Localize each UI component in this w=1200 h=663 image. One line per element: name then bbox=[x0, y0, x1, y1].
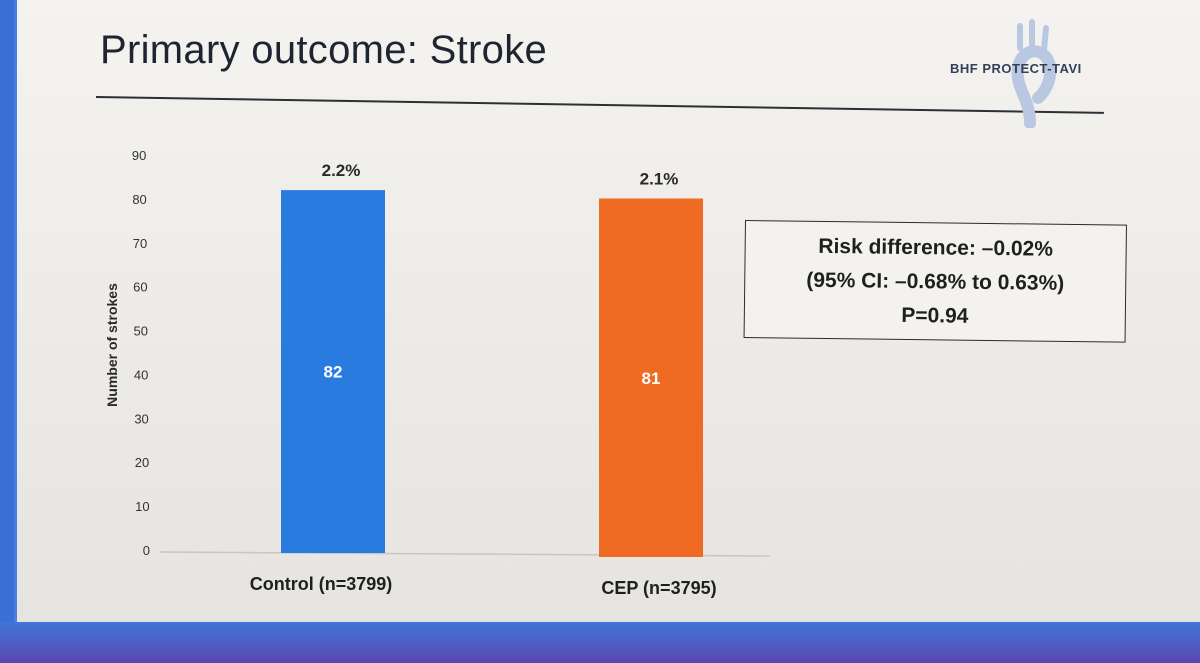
x-category-label: Control (n=3799) bbox=[250, 574, 393, 594]
y-tick-label: 80 bbox=[132, 192, 146, 207]
y-tick-label: 70 bbox=[133, 236, 147, 251]
bar-value-label: 82 bbox=[324, 363, 343, 382]
confidence-interval-text: (95% CI: –0.68% to 0.63%) bbox=[806, 268, 1065, 295]
y-tick-label: 40 bbox=[134, 367, 148, 382]
y-axis-label: Number of strokes bbox=[104, 283, 120, 407]
bar-value-label: 81 bbox=[642, 369, 661, 388]
bar-percent-label: 2.1% bbox=[640, 170, 679, 189]
bar-percent-label: 2.2% bbox=[322, 161, 361, 180]
y-tick-label: 0 bbox=[143, 543, 150, 558]
y-tick-label: 60 bbox=[133, 280, 147, 295]
screen-bottom-band bbox=[0, 622, 1200, 663]
y-tick-label: 10 bbox=[135, 499, 149, 514]
bar-cep bbox=[599, 198, 703, 557]
y-tick-label: 90 bbox=[132, 148, 146, 163]
risk-difference-box: Risk difference: –0.02% (95% CI: –0.68% … bbox=[743, 220, 1127, 343]
bar-control bbox=[281, 190, 385, 553]
y-tick-label: 50 bbox=[134, 324, 148, 339]
slide-title: Primary outcome: Stroke bbox=[100, 28, 548, 72]
p-value-text: P=0.94 bbox=[901, 303, 969, 328]
y-tick-label: 30 bbox=[134, 411, 148, 426]
aorta-logo-icon bbox=[1011, 19, 1057, 128]
risk-difference-text: Risk difference: –0.02% bbox=[818, 234, 1054, 261]
logo-text: BHF PROTECT-TAVI bbox=[950, 61, 1082, 76]
x-category-label: CEP (n=3795) bbox=[601, 578, 716, 598]
y-tick-label: 20 bbox=[135, 455, 149, 470]
